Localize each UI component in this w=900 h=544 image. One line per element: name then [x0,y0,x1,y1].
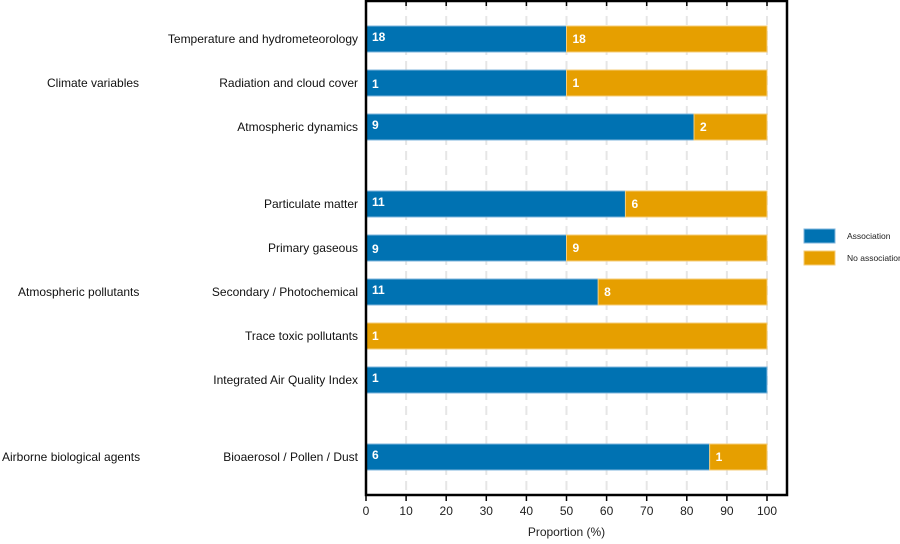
bar-label-association: 1 [372,371,379,385]
bar-association [365,69,567,97]
category-label: Bioaerosol / Pollen / Dust [223,450,358,464]
bar-association [365,113,695,141]
category-label: Primary gaseous [268,241,358,255]
category-label: Secondary / Photochemical [212,285,358,299]
bar-no-association [566,234,768,262]
legend-label: Association [847,231,891,241]
x-tick-label: 100 [757,504,777,518]
x-tick-label: 10 [399,504,413,518]
x-tick-label: 20 [440,504,454,518]
x-tick-label: 0 [363,504,370,518]
bar-label-no-association: 9 [573,241,580,255]
x-tick-label: 80 [680,504,694,518]
x-tick-label: 90 [720,504,734,518]
bar-label-no-association: 6 [631,197,638,211]
plot-frame [364,0,789,497]
category-label: Trace toxic pollutants [245,329,358,343]
bar-association [365,25,567,53]
bar-label-association: 9 [372,118,379,132]
bar-label-association: 9 [372,242,379,256]
bar-no-association [624,190,768,218]
bar-no-association [709,443,768,471]
bar-no-association [693,113,768,141]
x-tick-label: 60 [600,504,614,518]
bar-label-association: 18 [372,30,386,44]
category-label: Radiation and cloud cover [219,76,358,90]
group-label: Airborne biological agents [2,450,140,464]
category-label: Temperature and hydrometeorology [168,32,358,46]
bar-association [365,366,768,394]
legend-label: No association [847,253,900,263]
bar-label-no-association: 1 [372,329,379,343]
bar-label-association: 11 [372,195,385,209]
x-tick-label: 30 [480,504,494,518]
bar-label-association: 11 [372,283,385,297]
group-label: Climate variables [47,76,139,90]
legend-swatch [803,250,836,266]
category-label: Integrated Air Quality Index [213,373,358,387]
bar-no-association [566,25,768,53]
bar-no-association [597,278,768,306]
bar-no-association [365,322,768,350]
bar-label-no-association: 8 [604,285,611,299]
bar-label-association: 1 [372,77,379,91]
category-label: Particulate matter [264,197,358,211]
x-tick-label: 70 [640,504,654,518]
bar-association [365,190,626,218]
bar-label-no-association: 2 [700,120,707,134]
bar-association [365,443,711,471]
bar-no-association [566,69,768,97]
bar-association [365,278,599,306]
bar-label-no-association: 18 [573,32,587,46]
x-axis-title: Proportion (%) [528,525,605,539]
group-label: Atmospheric pollutants [18,285,139,299]
bar-label-association: 6 [372,448,379,462]
bar-label-no-association: 1 [573,76,580,90]
legend-swatch [803,228,836,244]
x-tick-label: 50 [560,504,574,518]
category-label: Atmospheric dynamics [237,120,358,134]
bar-association [365,234,567,262]
x-tick-label: 40 [520,504,534,518]
bar-label-no-association: 1 [716,450,723,464]
